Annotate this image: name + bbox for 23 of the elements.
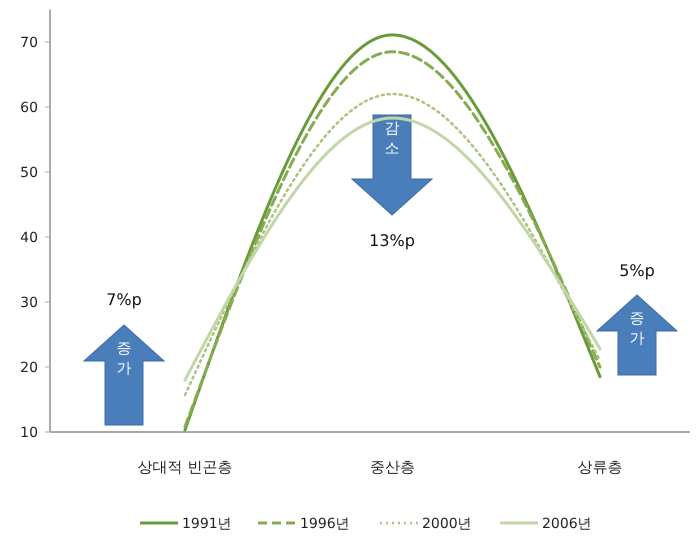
annotation: 5%p [619,261,655,280]
x-tick-label: 상류층 [578,458,622,476]
y-tick-label: 60 [20,100,38,116]
up-arrow-icon: 증가 [596,294,678,376]
legend-label: 1996년 [300,516,350,532]
y-tick-label: 10 [20,424,38,441]
annotation: 증가 [116,339,132,377]
legend-label: 2006년 [542,516,592,532]
x-tick-label: 상대적 빈곤층 [138,458,232,476]
legend-label: 2000년 [422,516,472,532]
down-arrow-icon: 감소 [350,114,434,216]
annotation: 13%p [369,231,415,250]
y-tick-label: 30 [20,294,38,311]
annotation: 7%p [106,290,142,309]
annotation: 감소 [384,119,400,157]
annotation: 증가 [630,309,644,347]
y-tick-label: 50 [20,164,38,181]
y-tick-label: 70 [20,34,38,51]
y-tick-label: 20 [20,360,38,376]
legend-label: 1991년 [182,516,232,532]
up-arrow-icon: 증가 [82,324,166,426]
x-tick-label: 중산층 [370,458,415,476]
y-tick-label: 40 [20,230,38,246]
